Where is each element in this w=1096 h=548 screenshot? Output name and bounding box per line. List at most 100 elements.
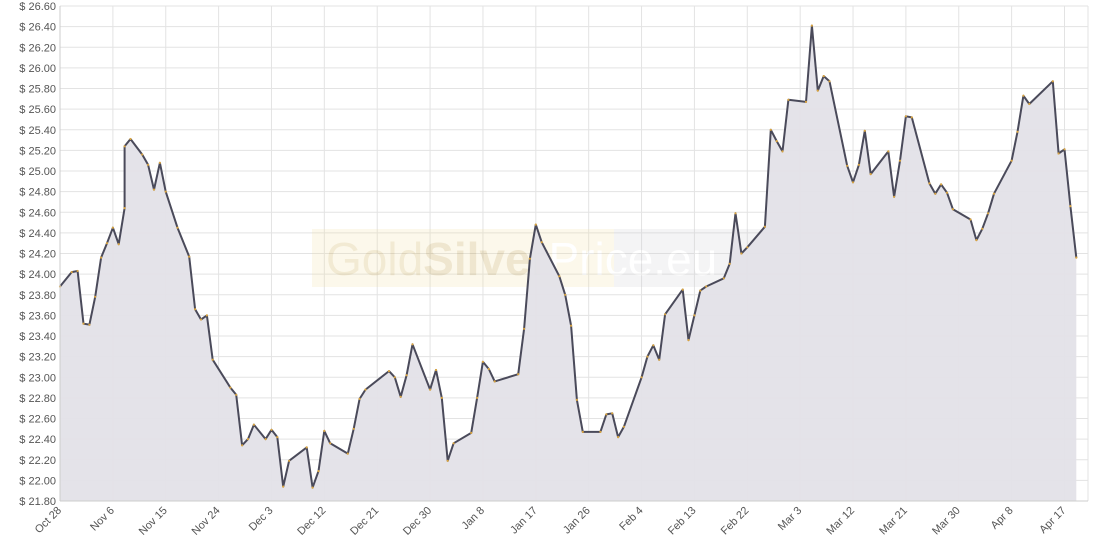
data-point bbox=[100, 256, 103, 259]
x-tick-label: Apr 17 bbox=[1037, 505, 1068, 536]
x-tick-label: Dec 30 bbox=[401, 505, 434, 538]
data-point bbox=[517, 373, 520, 376]
x-tick-label: Apr 8 bbox=[989, 505, 1016, 532]
data-point bbox=[940, 183, 943, 186]
data-point bbox=[904, 115, 908, 118]
data-point bbox=[205, 314, 208, 317]
y-tick-label: $ 23.60 bbox=[19, 310, 56, 322]
data-point bbox=[123, 145, 126, 148]
data-point bbox=[188, 255, 191, 258]
data-point bbox=[476, 396, 479, 399]
x-tick-label: Jan 26 bbox=[561, 505, 593, 537]
data-point bbox=[105, 242, 109, 245]
data-point bbox=[934, 192, 937, 195]
data-point bbox=[70, 271, 73, 274]
data-point bbox=[705, 285, 708, 288]
data-point bbox=[722, 277, 725, 280]
data-point bbox=[893, 195, 896, 198]
data-point bbox=[88, 323, 91, 326]
data-point bbox=[646, 355, 649, 358]
data-point bbox=[76, 269, 79, 273]
data-point bbox=[658, 358, 661, 361]
x-tick-label: Dec 3 bbox=[247, 505, 276, 534]
data-point bbox=[681, 288, 684, 291]
data-point bbox=[352, 427, 355, 430]
y-tick-label: $ 25.20 bbox=[19, 145, 56, 157]
y-tick-label: $ 24.20 bbox=[19, 249, 56, 261]
x-tick-label: Dec 12 bbox=[295, 505, 328, 538]
data-point bbox=[846, 164, 849, 167]
data-point bbox=[429, 388, 432, 391]
data-point bbox=[693, 314, 696, 317]
y-tick-label: $ 23.80 bbox=[19, 290, 56, 302]
y-tick-label: $ 21.80 bbox=[19, 496, 56, 508]
data-point bbox=[276, 436, 279, 439]
data-point bbox=[152, 188, 156, 191]
data-point bbox=[194, 308, 197, 311]
data-point bbox=[558, 275, 561, 278]
data-point bbox=[158, 161, 161, 164]
data-point bbox=[851, 181, 855, 184]
watermark-gold-box bbox=[312, 229, 614, 287]
watermark: GoldSilverPrice.eu bbox=[312, 229, 836, 287]
data-point bbox=[393, 376, 396, 379]
y-tick-label: $ 25.60 bbox=[19, 104, 56, 116]
data-point bbox=[387, 370, 391, 373]
y-tick-label: $ 23.00 bbox=[19, 372, 56, 384]
data-point bbox=[270, 428, 273, 431]
data-point bbox=[581, 430, 584, 433]
data-point bbox=[528, 257, 532, 260]
data-point bbox=[981, 227, 984, 230]
data-point bbox=[358, 397, 361, 400]
data-point bbox=[235, 393, 238, 396]
data-point bbox=[1028, 102, 1031, 106]
data-point bbox=[1051, 80, 1054, 83]
data-point bbox=[746, 246, 749, 249]
data-point bbox=[264, 438, 267, 441]
y-tick-label: $ 26.20 bbox=[19, 42, 56, 54]
x-tick-label: Mar 12 bbox=[824, 505, 857, 538]
data-point bbox=[329, 442, 332, 445]
data-point bbox=[282, 485, 285, 488]
data-point bbox=[1016, 130, 1019, 133]
data-point bbox=[481, 360, 484, 363]
data-point bbox=[575, 398, 579, 401]
data-point bbox=[241, 444, 244, 447]
watermark-domain: .eu bbox=[653, 233, 717, 285]
x-tick-label: Jan 8 bbox=[460, 505, 488, 533]
data-point bbox=[405, 374, 408, 377]
data-point bbox=[928, 182, 931, 185]
x-tick-label: Jan 17 bbox=[508, 505, 540, 537]
data-point bbox=[863, 129, 866, 132]
data-point bbox=[804, 100, 808, 103]
data-point bbox=[346, 452, 349, 455]
y-tick-label: $ 26.60 bbox=[19, 1, 56, 13]
x-tick-label: Feb 13 bbox=[666, 505, 699, 538]
x-tick-label: Dec 21 bbox=[348, 505, 381, 538]
data-point bbox=[523, 327, 526, 330]
data-point bbox=[452, 442, 455, 445]
data-point bbox=[493, 380, 496, 383]
data-point bbox=[252, 423, 255, 426]
data-point bbox=[117, 243, 120, 246]
data-point bbox=[945, 191, 949, 194]
data-point bbox=[111, 226, 114, 229]
data-point bbox=[446, 459, 449, 462]
data-point bbox=[470, 431, 473, 434]
x-tick-label: Nov 24 bbox=[190, 505, 223, 538]
x-tick-label: Nov 15 bbox=[137, 505, 170, 538]
data-point bbox=[323, 429, 326, 432]
y-tick-label: $ 22.80 bbox=[19, 393, 56, 405]
data-point bbox=[129, 137, 132, 141]
data-point bbox=[487, 367, 490, 371]
data-point bbox=[141, 153, 144, 156]
y-tick-label: $ 22.00 bbox=[19, 475, 56, 487]
data-point bbox=[622, 425, 626, 428]
data-point bbox=[288, 459, 291, 462]
data-point bbox=[199, 318, 203, 321]
data-point bbox=[652, 344, 655, 347]
data-point bbox=[975, 239, 978, 242]
watermark-price-word: Price bbox=[548, 233, 653, 285]
data-point bbox=[229, 386, 232, 389]
